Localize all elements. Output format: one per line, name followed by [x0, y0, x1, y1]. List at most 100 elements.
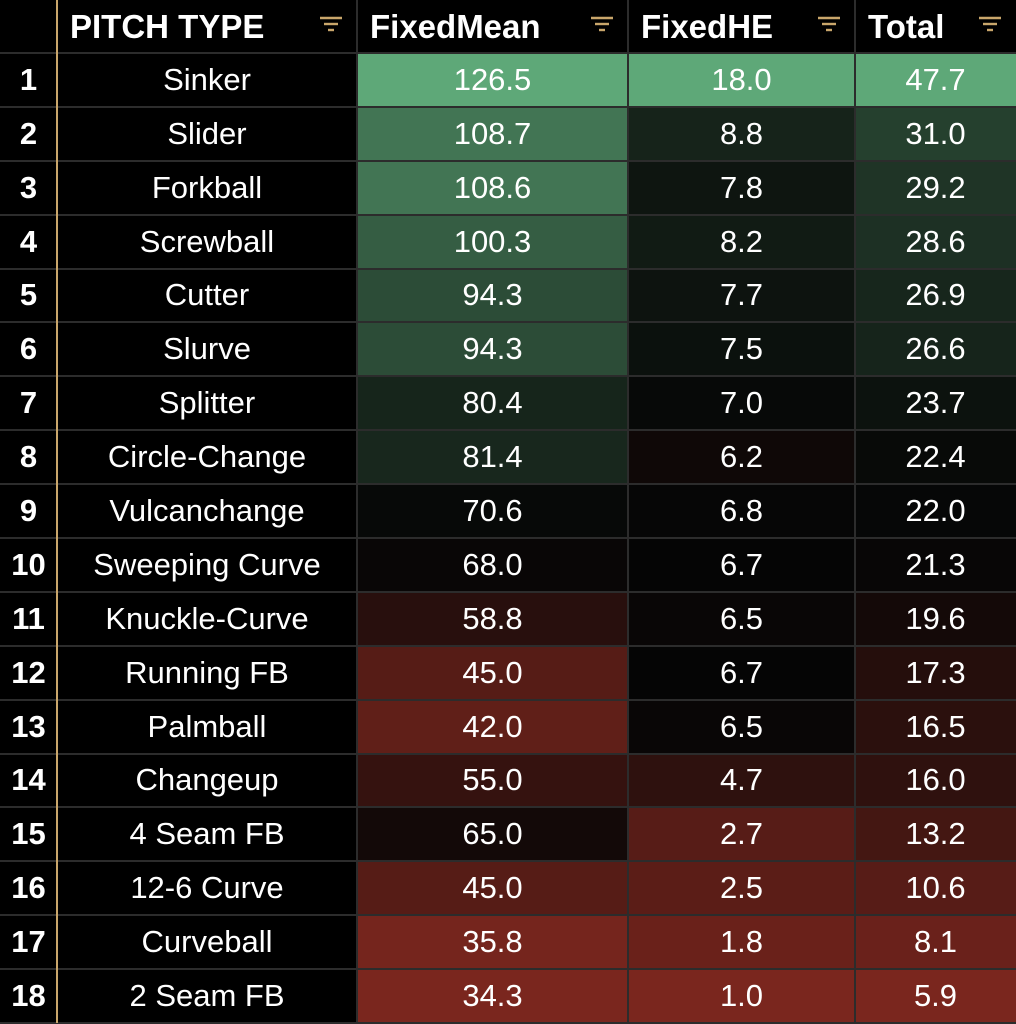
- fixed-mean-cell[interactable]: 35.8: [357, 915, 628, 970]
- total-cell[interactable]: 28.6: [855, 214, 1016, 269]
- row-number[interactable]: 8: [19, 439, 38, 475]
- total-cell[interactable]: 16.0: [855, 753, 1016, 808]
- pitch-type-cell[interactable]: Sweeping Curve: [93, 546, 321, 582]
- filter-icon[interactable]: [817, 14, 841, 34]
- pitch-type-cell[interactable]: Sinker: [163, 61, 251, 97]
- total-cell[interactable]: 31.0: [855, 106, 1016, 161]
- pitch-type-cell[interactable]: Curveball: [141, 924, 273, 960]
- fixed-mean-cell[interactable]: 58.8: [357, 591, 628, 646]
- row-number[interactable]: 10: [11, 546, 46, 582]
- total-cell[interactable]: 13.2: [855, 807, 1016, 862]
- fixed-he-cell[interactable]: 6.8: [628, 484, 855, 538]
- fixed-mean-cell[interactable]: 94.3: [357, 268, 628, 323]
- total-cell[interactable]: 23.7: [855, 376, 1016, 431]
- fixed-mean-cell[interactable]: 80.4: [357, 376, 628, 431]
- fixed-he-cell[interactable]: 7.8: [628, 160, 855, 215]
- pitch-type-cell[interactable]: Cutter: [164, 277, 250, 313]
- fixed-he-cell[interactable]: 2.7: [628, 807, 855, 862]
- fixed-he-cell[interactable]: 7.7: [628, 268, 855, 323]
- fixed-mean-cell[interactable]: 94.3: [357, 322, 628, 377]
- total-cell[interactable]: 17.3: [855, 645, 1016, 700]
- fixed-mean-cell[interactable]: 45.0: [357, 645, 628, 700]
- fixed-he-cell[interactable]: 8.8: [628, 106, 855, 161]
- fixed-he-cell[interactable]: 6.7: [628, 538, 855, 592]
- header-pitch-type[interactable]: PITCH TYPE: [57, 0, 357, 53]
- fixed-he-cell[interactable]: 8.2: [628, 214, 855, 269]
- pitch-type-cell[interactable]: Palmball: [147, 708, 267, 744]
- fixed-he-cell[interactable]: 7.0: [628, 376, 855, 431]
- header-fixed-he[interactable]: FixedHE: [628, 0, 855, 53]
- row-number[interactable]: 13: [11, 708, 46, 744]
- fixed-mean-cell[interactable]: 65.0: [357, 807, 628, 862]
- total-cell[interactable]: 22.0: [855, 484, 1016, 538]
- total-cell[interactable]: 21.3: [855, 538, 1016, 592]
- corner-cell[interactable]: [0, 0, 57, 53]
- pitch-type-cell[interactable]: Screwball: [139, 223, 275, 259]
- row-number[interactable]: 16: [11, 870, 46, 906]
- filter-icon[interactable]: [319, 14, 343, 34]
- total-cell[interactable]: 47.7: [855, 53, 1016, 107]
- fixed-mean-cell[interactable]: 100.3: [357, 214, 628, 269]
- fixed-mean-cell[interactable]: 108.6: [357, 160, 628, 215]
- pitch-type-cell[interactable]: 2 Seam FB: [129, 978, 285, 1014]
- pitch-type-cell[interactable]: Forkball: [151, 169, 263, 205]
- total-cell[interactable]: 16.5: [855, 699, 1016, 754]
- row-divider: [0, 52, 1016, 54]
- fixed-he-cell[interactable]: 6.5: [628, 591, 855, 646]
- fixed-he-cell[interactable]: 6.2: [628, 430, 855, 485]
- fixed-mean-cell[interactable]: 70.6: [357, 484, 628, 538]
- header-total[interactable]: Total: [855, 0, 1016, 53]
- row-number[interactable]: 14: [11, 762, 46, 798]
- row-number[interactable]: 11: [12, 600, 45, 636]
- row-number[interactable]: 6: [19, 331, 38, 367]
- row-number[interactable]: 4: [19, 223, 38, 259]
- fixed-he-cell[interactable]: 7.5: [628, 322, 855, 377]
- pitch-type-cell[interactable]: Slurve: [163, 331, 251, 367]
- row-number[interactable]: 18: [11, 978, 46, 1014]
- pitch-type-cell[interactable]: Knuckle-Curve: [105, 600, 309, 636]
- total-cell[interactable]: 5.9: [855, 969, 1016, 1023]
- row-number[interactable]: 7: [19, 385, 38, 421]
- pitch-type-cell[interactable]: Circle-Change: [107, 439, 307, 475]
- fixed-mean-cell[interactable]: 68.0: [357, 538, 628, 592]
- fixed-he-cell[interactable]: 6.5: [628, 699, 855, 754]
- total-cell[interactable]: 26.6: [855, 322, 1016, 377]
- pitch-type-cell[interactable]: Vulcanchange: [109, 493, 305, 529]
- fixed-mean-cell[interactable]: 126.5: [357, 53, 628, 107]
- total-cell[interactable]: 19.6: [855, 591, 1016, 646]
- fixed-mean-cell[interactable]: 81.4: [357, 430, 628, 485]
- fixed-he-cell[interactable]: 18.0: [628, 53, 855, 107]
- fixed-mean-cell[interactable]: 108.7: [357, 106, 628, 161]
- row-number[interactable]: 17: [11, 924, 46, 960]
- fixed-mean-cell[interactable]: 42.0: [357, 699, 628, 754]
- pitch-type-cell[interactable]: 12-6 Curve: [130, 870, 284, 906]
- row-number[interactable]: 1: [19, 61, 38, 97]
- pitch-type-cell[interactable]: Running FB: [125, 654, 289, 690]
- filter-icon[interactable]: [978, 14, 1002, 34]
- total-cell[interactable]: 29.2: [855, 160, 1016, 215]
- pitch-type-cell[interactable]: Changeup: [135, 762, 279, 798]
- filter-icon[interactable]: [590, 14, 614, 34]
- fixed-mean-cell[interactable]: 45.0: [357, 861, 628, 916]
- pitch-type-cell[interactable]: Slider: [167, 115, 247, 151]
- fixed-mean-cell[interactable]: 55.0: [357, 753, 628, 808]
- fixed-he-cell[interactable]: 6.7: [628, 645, 855, 700]
- pitch-type-cell[interactable]: 4 Seam FB: [129, 816, 285, 852]
- row-number[interactable]: 15: [11, 816, 46, 852]
- fixed-he-cell[interactable]: 4.7: [628, 753, 855, 808]
- total-cell[interactable]: 22.4: [855, 430, 1016, 485]
- row-number[interactable]: 9: [19, 493, 38, 529]
- fixed-mean-cell[interactable]: 34.3: [357, 969, 628, 1023]
- row-number[interactable]: 3: [19, 169, 38, 205]
- pitch-type-cell[interactable]: Splitter: [158, 385, 256, 421]
- total-cell[interactable]: 8.1: [855, 915, 1016, 970]
- fixed-he-cell[interactable]: 1.8: [628, 915, 855, 970]
- row-number[interactable]: 5: [19, 277, 38, 313]
- total-cell[interactable]: 10.6: [855, 861, 1016, 916]
- fixed-he-cell[interactable]: 2.5: [628, 861, 855, 916]
- header-fixed-mean[interactable]: FixedMean: [357, 0, 628, 53]
- total-cell[interactable]: 26.9: [855, 268, 1016, 323]
- fixed-he-cell[interactable]: 1.0: [628, 969, 855, 1023]
- row-number[interactable]: 2: [19, 115, 38, 151]
- row-number[interactable]: 12: [11, 654, 46, 690]
